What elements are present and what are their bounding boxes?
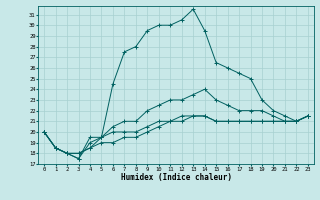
X-axis label: Humidex (Indice chaleur): Humidex (Indice chaleur)	[121, 173, 231, 182]
